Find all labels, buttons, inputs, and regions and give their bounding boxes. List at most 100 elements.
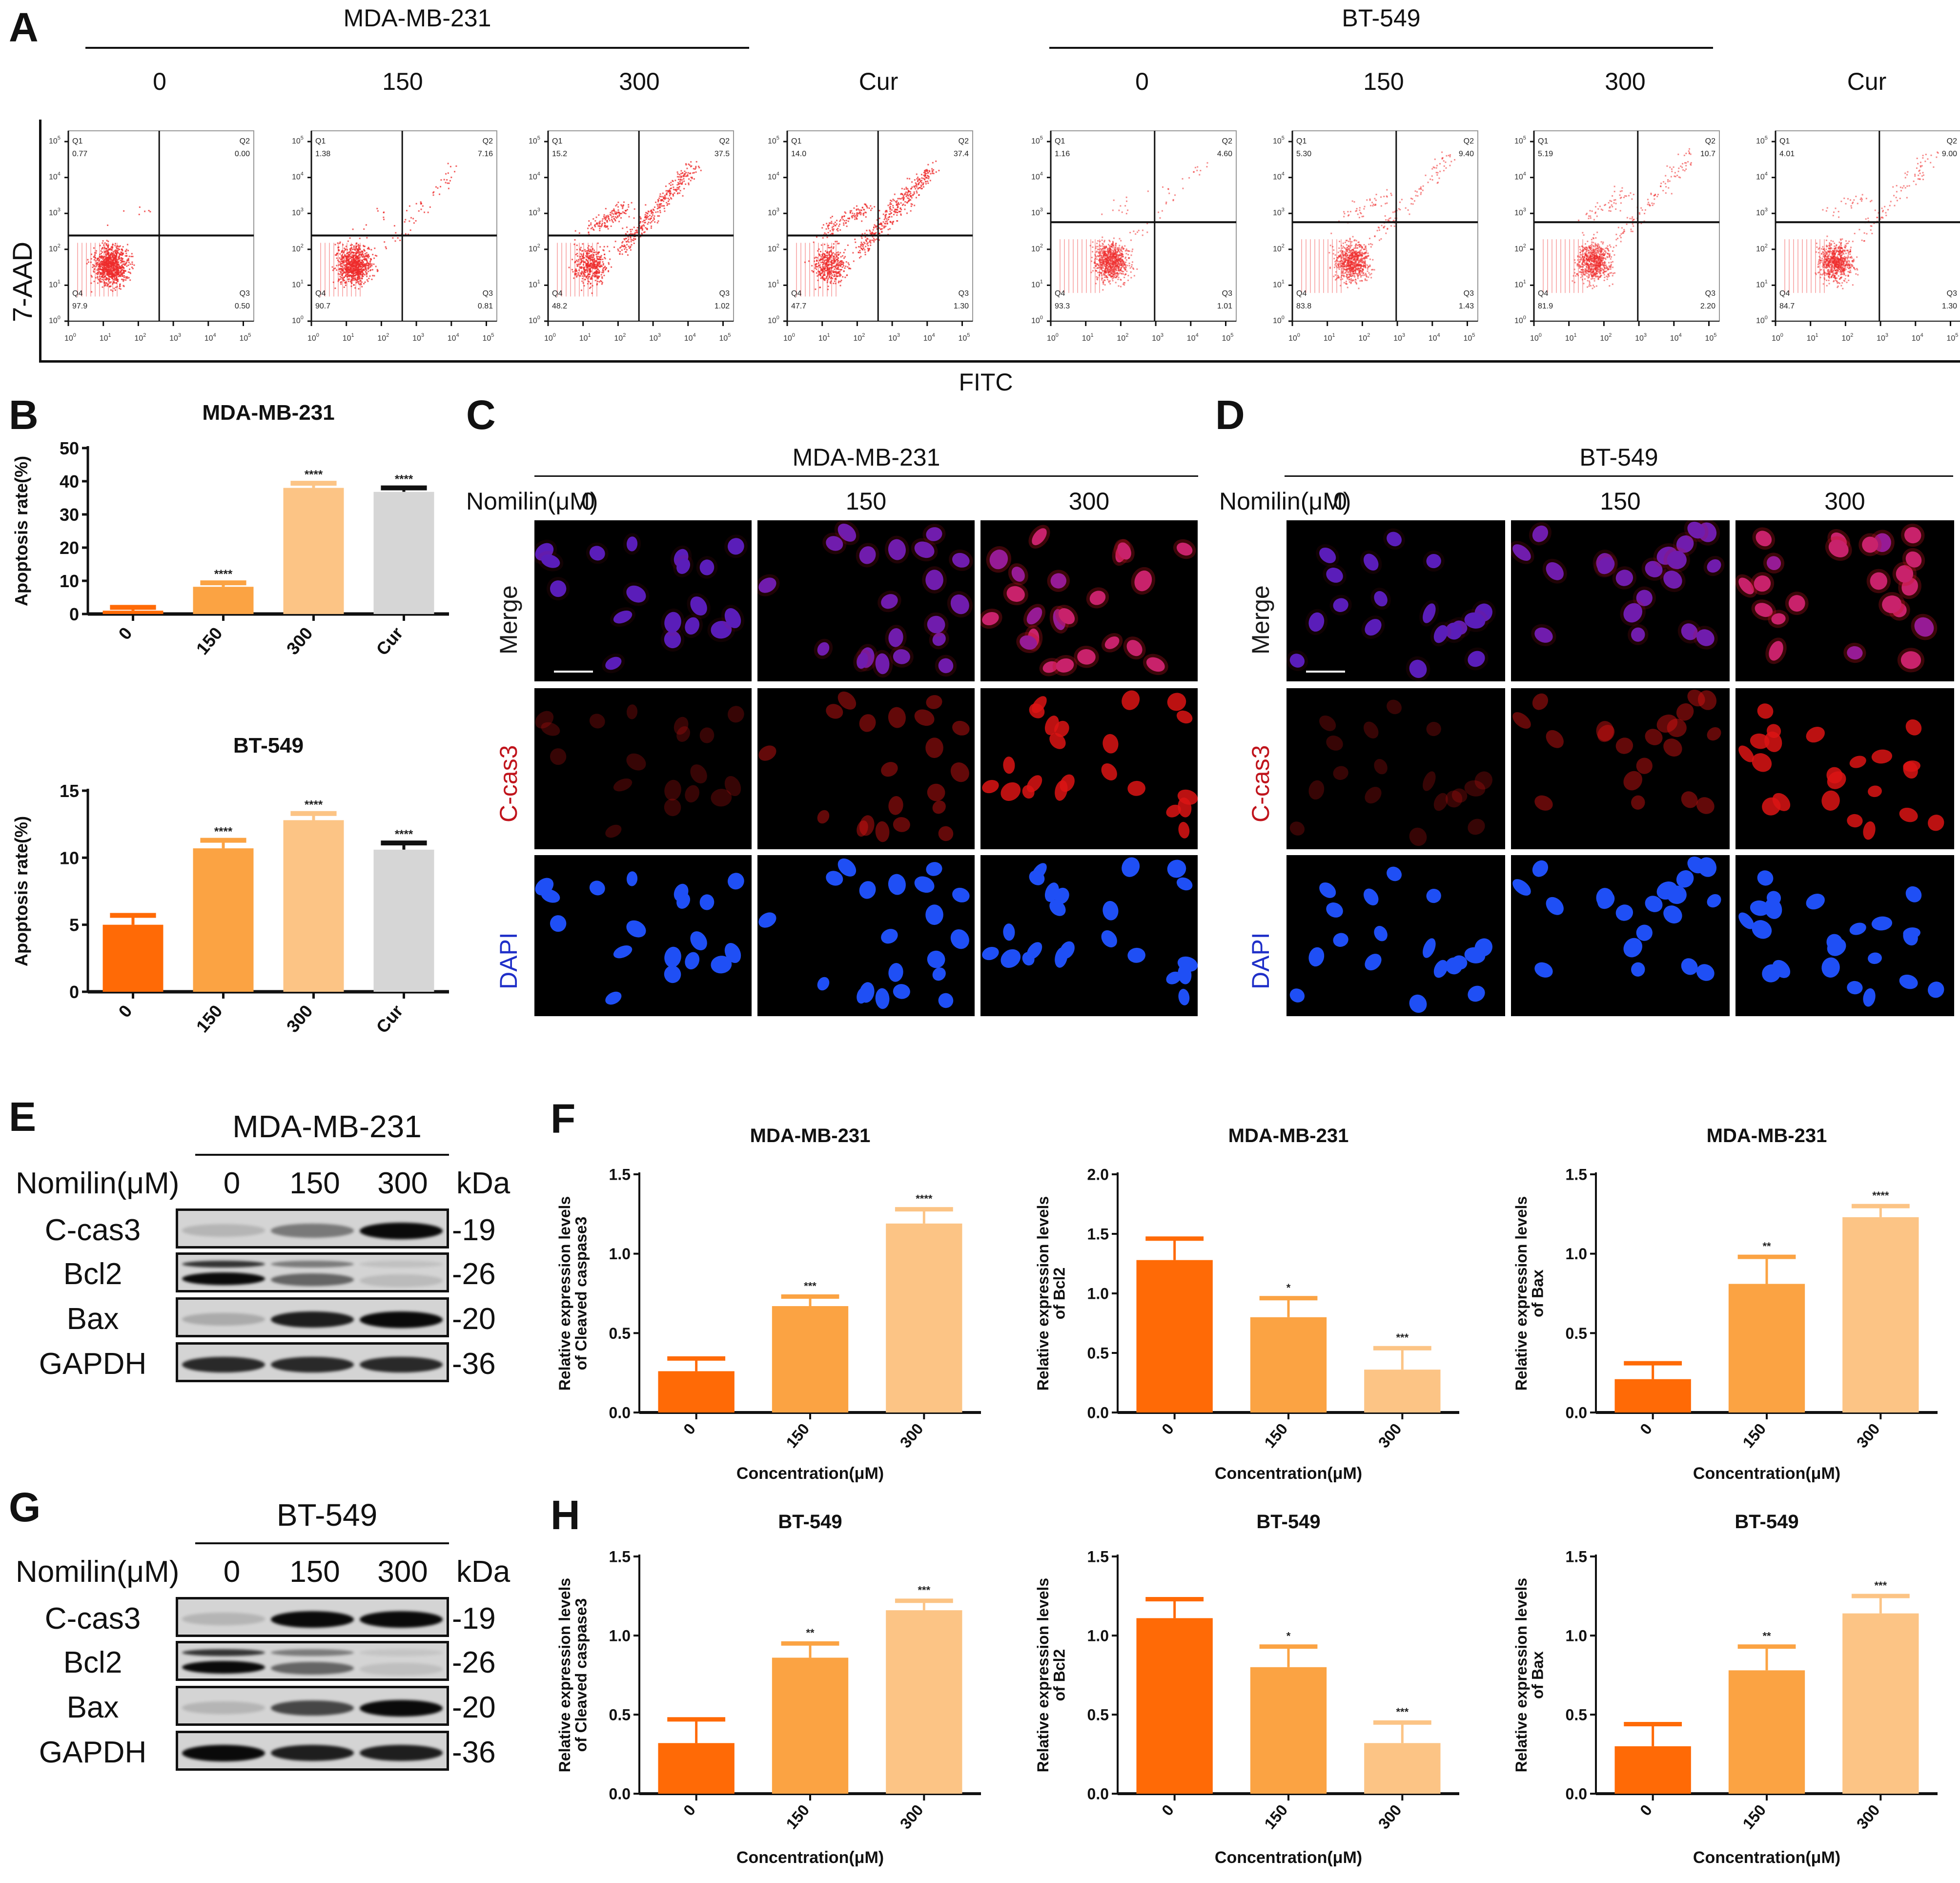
cell-cytoplasm [947, 591, 973, 618]
cell-nucleus [1167, 693, 1186, 711]
flow-x-tick-label: 103 [1877, 332, 1888, 343]
flow-streak [566, 243, 567, 297]
cell-cytoplasm [929, 629, 949, 650]
cell-nucleus [1409, 827, 1427, 846]
y-tick-label: 50 [60, 438, 79, 458]
x-tick-label: 300 [1853, 1801, 1883, 1832]
cell-cytoplasm [980, 608, 1002, 629]
cell-nucleus [1645, 729, 1663, 745]
significance-marker: ** [1762, 1630, 1771, 1642]
micrograph-dapi-150 [757, 855, 975, 1016]
panel-label-f: F [551, 1096, 576, 1142]
cell-cytoplasm [1047, 570, 1070, 592]
cell-cytoplasm [814, 638, 833, 659]
cell-cytoplasm [1900, 523, 1925, 547]
flow-x-tick-label: 104 [1912, 332, 1923, 343]
flow-streak [1327, 239, 1328, 293]
cell-cytoplasm [1086, 587, 1109, 609]
protein-band-upper [360, 1649, 443, 1656]
quadrant-name-q3: Q3 [1222, 289, 1232, 298]
cell-nucleus [952, 720, 970, 736]
flow-y-tick-label: 105 [1514, 135, 1526, 145]
flow-plot: 100 100 101 101 102 102 103 103 104 104 105 105 Q1 14… [768, 130, 973, 343]
flow-streak [596, 243, 597, 297]
flow-x-tick-label: 105 [1705, 332, 1716, 343]
flow-x-tick-label: 100 [783, 332, 795, 343]
cell-nucleus [1102, 734, 1119, 754]
cell-nucleus [1681, 791, 1698, 808]
cell-cytoplasm [922, 566, 947, 594]
cells [534, 533, 748, 674]
cell-nucleus [626, 585, 646, 603]
cell-nucleus [1636, 757, 1653, 774]
y-axis-label: of Cleaved caspase3 [572, 1598, 590, 1752]
cell-nucleus [1003, 923, 1015, 941]
flow-y-tick-label: 105 [1031, 135, 1043, 145]
cell-cytoplasm [537, 551, 564, 572]
cell-nucleus [1445, 957, 1463, 975]
flow-x-tick-label: 104 [1429, 332, 1440, 343]
quadrant-value-q1: 5.30 [1296, 150, 1311, 158]
flow-plot-frame [311, 130, 497, 322]
x-tick-label: 150 [192, 623, 226, 658]
flow-streak [1310, 239, 1311, 293]
cell-nucleus [875, 653, 890, 675]
cell-nucleus [1868, 785, 1882, 798]
cell-nucleus [1757, 703, 1774, 719]
significance-marker: **** [395, 828, 413, 841]
cell-nucleus [1738, 745, 1754, 762]
cells [757, 520, 973, 678]
protein-band [360, 1700, 443, 1717]
flow-y-tick-label: 105 [292, 135, 304, 145]
cell-cytoplasm [586, 542, 609, 564]
cell-cytoplasm [1735, 574, 1757, 598]
cell-nucleus [1806, 894, 1825, 910]
bar-150 [1728, 1670, 1805, 1794]
quadrant-name-q1: Q1 [1055, 137, 1065, 145]
x-tick-label: 150 [1739, 1420, 1769, 1451]
flow-y-tick-label: 104 [1273, 171, 1285, 182]
cell-cytoplasm [1023, 604, 1046, 628]
cell-cytoplasm [1406, 656, 1430, 681]
cell-cytoplasm [1897, 648, 1925, 673]
cell-nucleus [875, 988, 890, 1009]
cell-nucleus [727, 873, 744, 890]
flow-x-tick-label: 100 [64, 332, 76, 343]
cell-nucleus [1896, 565, 1914, 583]
flow-streak [818, 243, 819, 297]
row-label-merge: Merge [1247, 585, 1274, 655]
cell-nucleus [950, 762, 969, 782]
bar-300 [886, 1610, 962, 1794]
panel-a-divider-1 [85, 47, 749, 49]
cell-nucleus [589, 546, 605, 561]
cell-nucleus [1117, 542, 1131, 560]
cell-nucleus [711, 621, 732, 639]
flow-streak [99, 243, 100, 297]
cell-cytoplasm [822, 532, 847, 554]
quadrant-name-q2: Q2 [240, 137, 250, 145]
micrograph-c-cas3-150 [757, 688, 975, 849]
cell-nucleus [1122, 690, 1140, 710]
cell-nucleus [1451, 788, 1468, 803]
y-axis-label: of Bcl2 [1051, 1649, 1068, 1701]
x-tick-label: 0 [1158, 1420, 1177, 1438]
flow-x-tick-label: 104 [1670, 332, 1682, 343]
flow-plot: 100 100 101 101 102 102 103 103 104 104 105 105 Q1 15… [529, 130, 734, 343]
wb-cellline-e: MDA-MB-231 [232, 1109, 422, 1144]
quadrant-value-q2: 37.4 [954, 150, 969, 158]
flow-x-tick-label: 104 [923, 332, 935, 343]
cells [1289, 866, 1492, 1013]
quadrant-value-q3: 1.02 [715, 302, 730, 310]
cell-nucleus [817, 810, 830, 824]
cell-cytoplasm [878, 591, 901, 613]
flow-x-tick-label: 103 [888, 332, 900, 343]
flow-streak [1301, 239, 1302, 293]
flow-x-tick-label: 101 [1565, 332, 1577, 343]
protein-band [360, 1662, 443, 1676]
cell-cytoplasm [1461, 609, 1489, 632]
cell-nucleus [626, 871, 638, 886]
cell-nucleus [1788, 595, 1805, 612]
cell-nucleus [1365, 954, 1382, 971]
flow-x-tick-label: 105 [1946, 332, 1958, 343]
protein-band [271, 1273, 354, 1286]
